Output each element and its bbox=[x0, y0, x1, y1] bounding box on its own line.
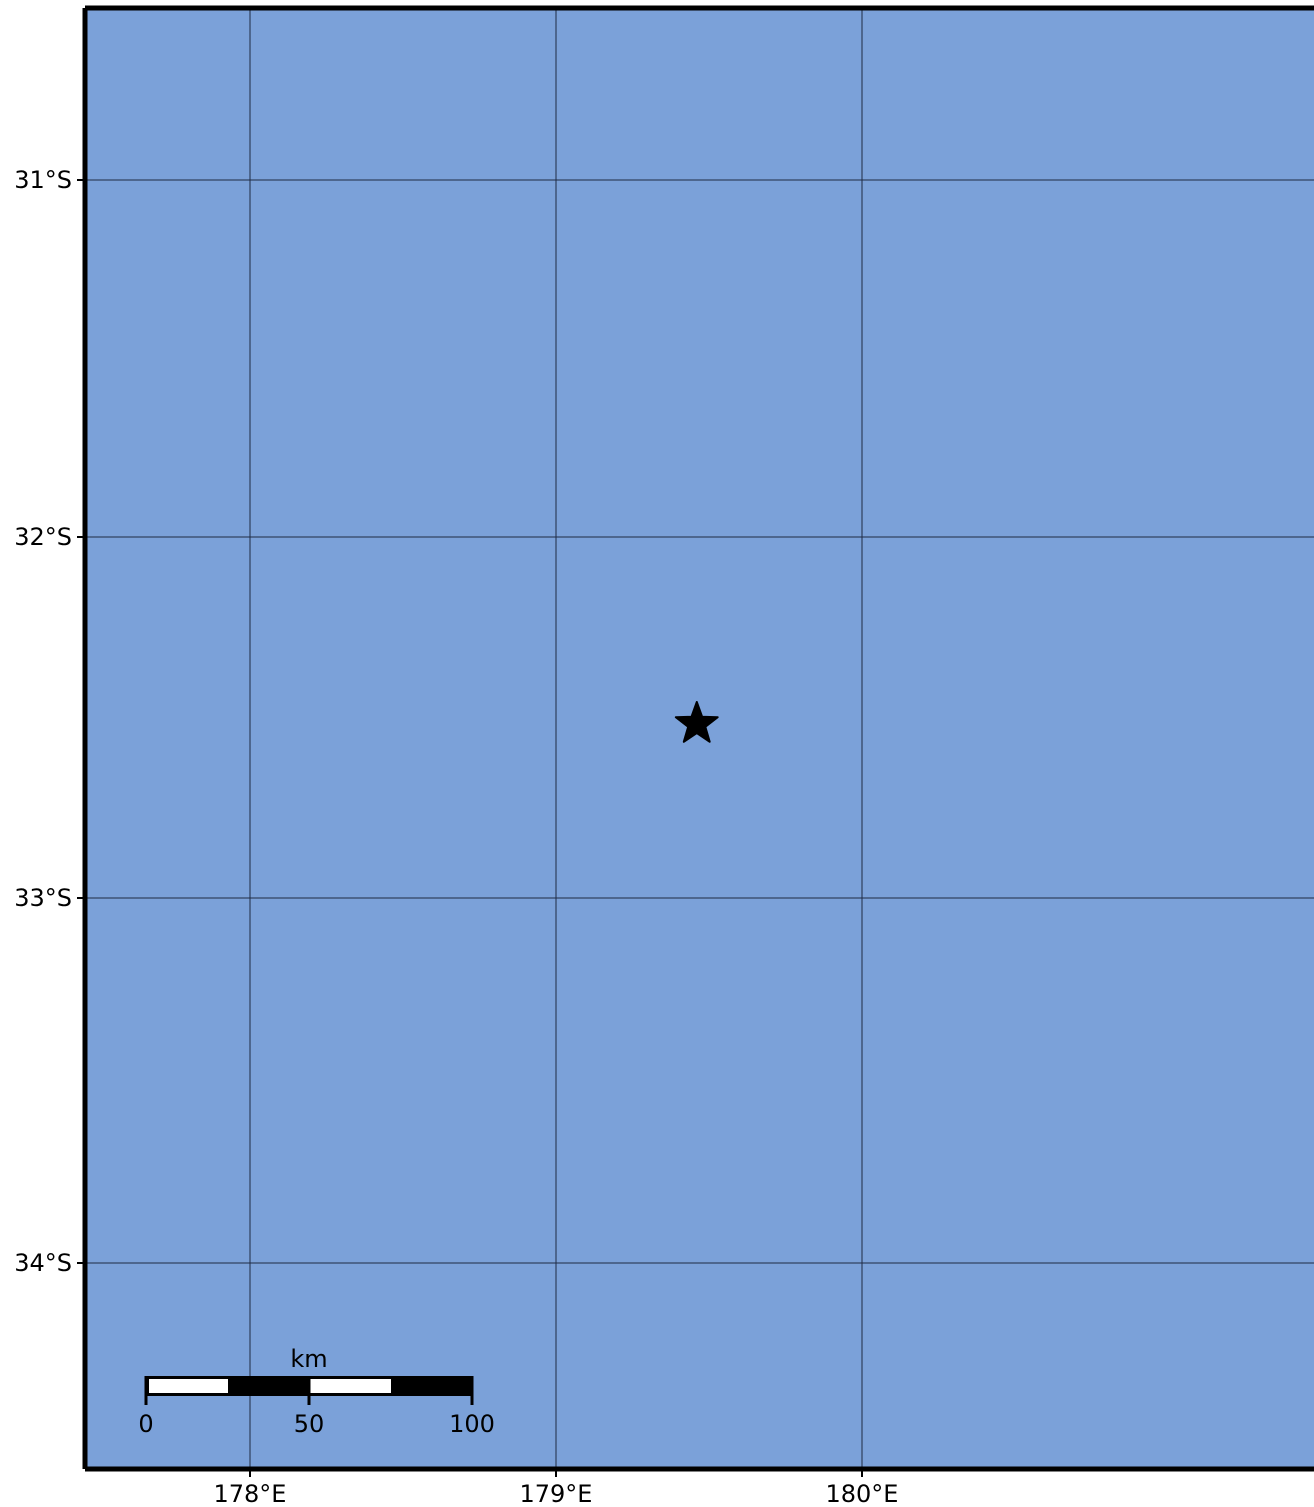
scale-tick-label: 0 bbox=[138, 1410, 153, 1438]
scale-tick-label: 100 bbox=[449, 1410, 495, 1438]
latitude-label: 32°S bbox=[14, 523, 72, 551]
scale-unit-label: km bbox=[290, 1345, 327, 1373]
scale-bar: km 0 50 100 bbox=[138, 1345, 495, 1438]
graticule bbox=[85, 8, 1314, 1469]
scale-tick-label: 50 bbox=[294, 1410, 325, 1438]
latitude-label: 31°S bbox=[14, 166, 72, 194]
scale-bar-white-segment bbox=[310, 1379, 391, 1393]
longitude-labels: 178°E 179°E 180°E bbox=[214, 1469, 899, 1507]
longitude-label: 179°E bbox=[520, 1480, 593, 1507]
latitude-label: 33°S bbox=[14, 884, 72, 912]
scale-bar-white-segment bbox=[149, 1379, 228, 1393]
longitude-label: 178°E bbox=[214, 1480, 287, 1507]
star-icon bbox=[674, 701, 719, 743]
longitude-label: 180°E bbox=[826, 1480, 899, 1507]
ocean-area bbox=[85, 8, 1314, 1469]
latitude-labels: 31°S 32°S 33°S 34°S bbox=[14, 166, 85, 1277]
latitude-label: 34°S bbox=[14, 1249, 72, 1277]
map-frame bbox=[82, 5, 1314, 1472]
